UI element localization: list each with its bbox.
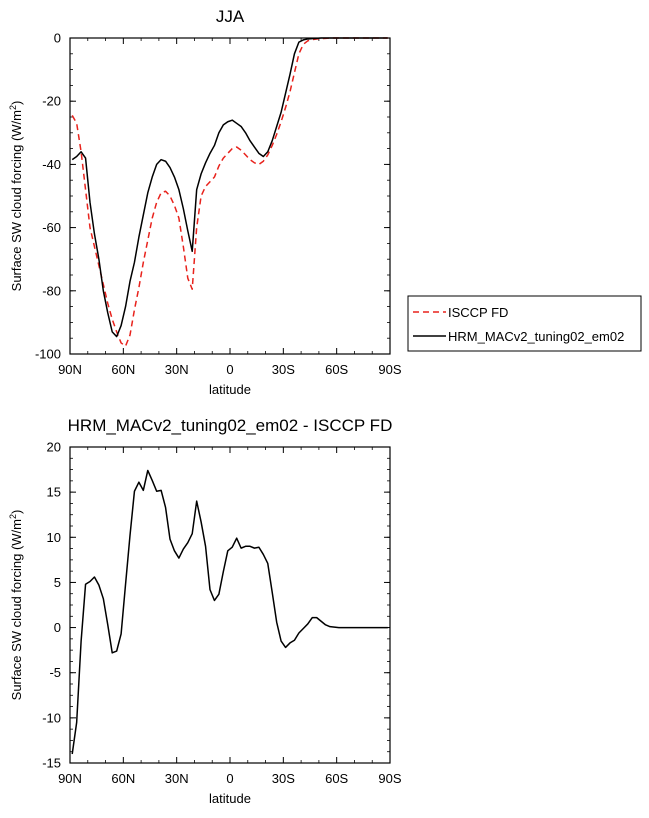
x-tick-label: 90N xyxy=(58,362,82,377)
x-tick-label: 90S xyxy=(378,771,401,786)
x-axis-label: latitude xyxy=(209,382,251,397)
y-tick-label: -100 xyxy=(35,347,61,362)
x-axis-label: latitude xyxy=(209,791,251,806)
top-line-plot: JJA 90N 60N 30N 0 30S 60S 90S 0 -20 -40 -60 -80 -100 l… xyxy=(8,7,642,397)
y-tick-label: -40 xyxy=(42,157,61,172)
y-tick-label: -60 xyxy=(42,220,61,235)
x-tick-label: 90N xyxy=(58,771,82,786)
y-tick-label: 15 xyxy=(47,485,61,500)
y-tick-label: -15 xyxy=(42,756,61,771)
x-tick-label: 60S xyxy=(325,771,348,786)
legend-label: HRM_MACv2_tuning02_em02 xyxy=(448,329,624,344)
series-line-1 xyxy=(71,469,388,755)
legend: ISCCP FD HRM_MACv2_tuning02_em02 xyxy=(407,295,642,352)
x-tick-label: 0 xyxy=(226,771,233,786)
y-axis-label: Surface SW cloud forcing (W/m2) xyxy=(8,510,24,701)
x-tick-label: 60N xyxy=(111,362,135,377)
chart-title: JJA xyxy=(216,7,245,26)
x-tick-label: 30S xyxy=(272,771,295,786)
y-tick-label: -10 xyxy=(42,710,61,725)
bottom-difference-plot: HRM_MACv2_tuning02_em02 - ISCCP FD 90N 60N… xyxy=(8,416,402,806)
x-tick-label: 30N xyxy=(165,362,189,377)
legend-label: ISCCP FD xyxy=(448,305,508,320)
x-tick-label: 30N xyxy=(165,771,189,786)
chart-title: HRM_MACv2_tuning02_em02 - ISCCP FD xyxy=(68,416,393,435)
y-tick-label: 0 xyxy=(54,620,61,635)
y-tick-label: 20 xyxy=(47,440,61,455)
y-axis-label: Surface SW cloud forcing (W/m2) xyxy=(8,101,24,292)
x-tick-label: 60S xyxy=(325,362,348,377)
y-tick-label: 5 xyxy=(54,575,61,590)
x-tick-label: 90S xyxy=(378,362,401,377)
legend-box xyxy=(407,295,642,352)
y-tick-label: -80 xyxy=(42,283,61,298)
x-tick-label: 60N xyxy=(111,771,135,786)
series-line-2 xyxy=(71,37,388,338)
x-tick-label: 30S xyxy=(272,362,295,377)
x-tick-label: 0 xyxy=(226,362,233,377)
y-tick-label: -5 xyxy=(49,665,61,680)
y-tick-label: 0 xyxy=(54,31,61,46)
y-tick-label: 10 xyxy=(47,530,61,545)
y-tick-label: -20 xyxy=(42,94,61,109)
